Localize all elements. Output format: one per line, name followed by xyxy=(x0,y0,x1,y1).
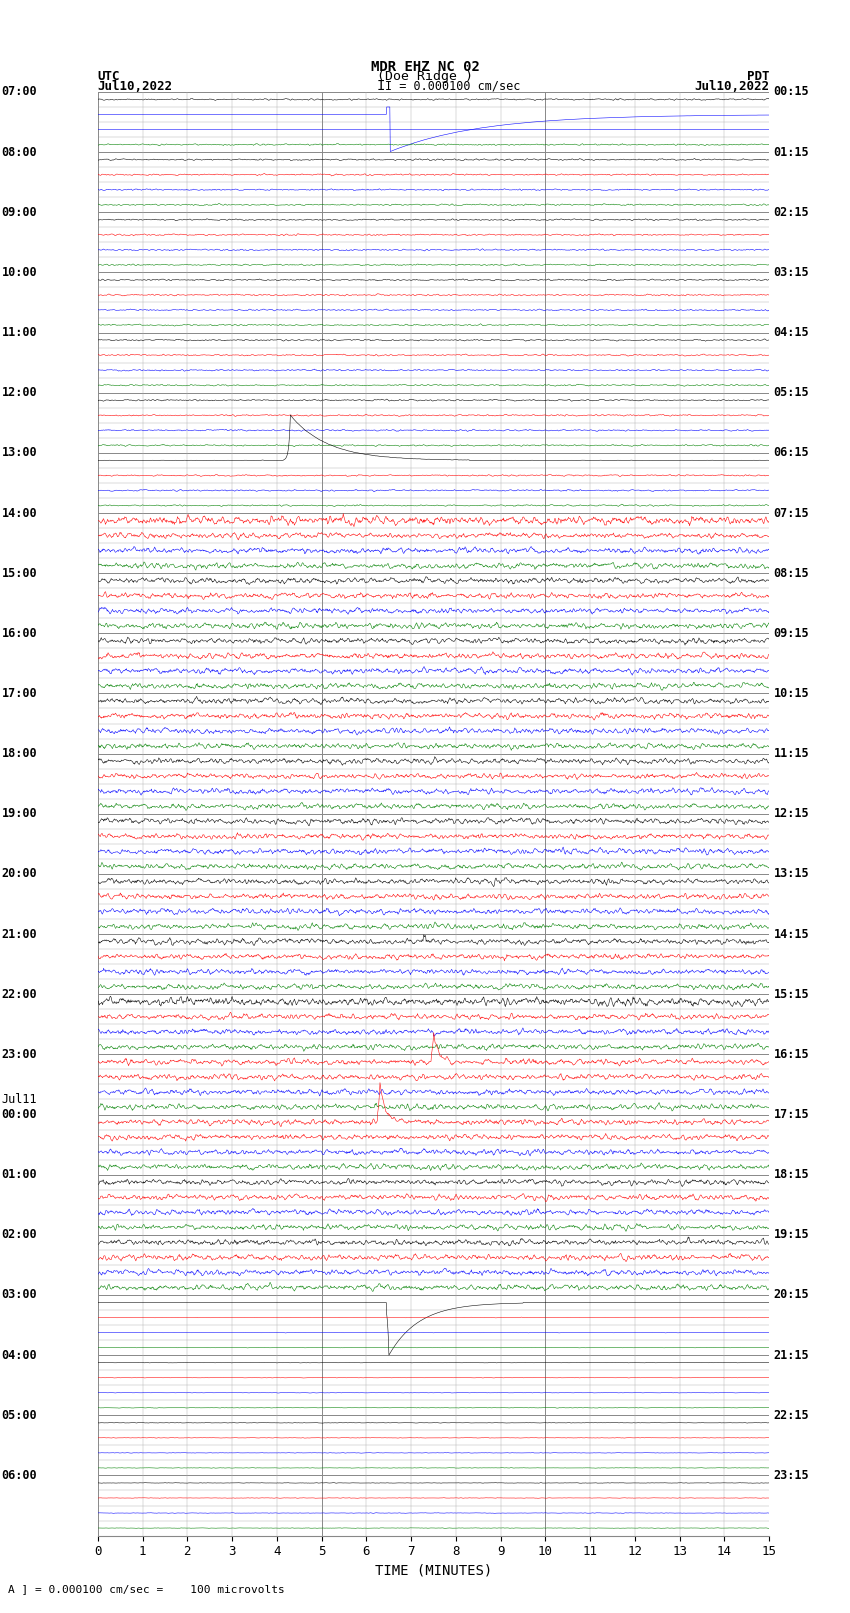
Text: 18:00: 18:00 xyxy=(2,747,37,760)
Text: 05:00: 05:00 xyxy=(2,1408,37,1421)
Text: 07:15: 07:15 xyxy=(774,506,809,519)
Text: 21:00: 21:00 xyxy=(2,927,37,940)
Text: 15:00: 15:00 xyxy=(2,566,37,579)
Text: 20:00: 20:00 xyxy=(2,868,37,881)
Text: UTC: UTC xyxy=(98,69,120,84)
Text: 04:00: 04:00 xyxy=(2,1348,37,1361)
Text: 19:15: 19:15 xyxy=(774,1229,809,1242)
Text: (Doe Ridge ): (Doe Ridge ) xyxy=(377,69,473,84)
Text: 06:15: 06:15 xyxy=(774,447,809,460)
Text: 00:15: 00:15 xyxy=(774,85,809,98)
Text: 22:00: 22:00 xyxy=(2,987,37,1000)
Text: 13:00: 13:00 xyxy=(2,447,37,460)
Text: 03:00: 03:00 xyxy=(2,1289,37,1302)
Text: 02:00: 02:00 xyxy=(2,1229,37,1242)
Text: PDT: PDT xyxy=(747,69,769,84)
Text: 06:00: 06:00 xyxy=(2,1469,37,1482)
Text: 07:00: 07:00 xyxy=(2,85,37,98)
Text: 14:00: 14:00 xyxy=(2,506,37,519)
Text: Jul10,2022: Jul10,2022 xyxy=(98,79,173,94)
Text: MDR EHZ NC 02: MDR EHZ NC 02 xyxy=(371,60,479,74)
Text: 12:00: 12:00 xyxy=(2,386,37,398)
Text: 19:00: 19:00 xyxy=(2,806,37,821)
Text: A ] = 0.000100 cm/sec =    100 microvolts: A ] = 0.000100 cm/sec = 100 microvolts xyxy=(8,1584,286,1594)
Text: I: I xyxy=(377,79,385,94)
Text: 14:15: 14:15 xyxy=(774,927,809,940)
Text: 08:00: 08:00 xyxy=(2,145,37,158)
Text: 10:00: 10:00 xyxy=(2,266,37,279)
Text: 21:15: 21:15 xyxy=(774,1348,809,1361)
Text: Jul10,2022: Jul10,2022 xyxy=(694,79,769,94)
Text: 09:00: 09:00 xyxy=(2,206,37,219)
Text: 23:00: 23:00 xyxy=(2,1048,37,1061)
Text: 11:15: 11:15 xyxy=(774,747,809,760)
Text: 12:15: 12:15 xyxy=(774,806,809,821)
Text: 10:15: 10:15 xyxy=(774,687,809,700)
Text: 17:00: 17:00 xyxy=(2,687,37,700)
Text: 05:15: 05:15 xyxy=(774,386,809,398)
Text: 20:15: 20:15 xyxy=(774,1289,809,1302)
Text: 04:15: 04:15 xyxy=(774,326,809,339)
Text: 03:15: 03:15 xyxy=(774,266,809,279)
Text: Jul11: Jul11 xyxy=(2,1094,37,1107)
Text: 15:15: 15:15 xyxy=(774,987,809,1000)
Text: 16:15: 16:15 xyxy=(774,1048,809,1061)
Text: 18:15: 18:15 xyxy=(774,1168,809,1181)
Text: 01:00: 01:00 xyxy=(2,1168,37,1181)
Text: 02:15: 02:15 xyxy=(774,206,809,219)
Text: 11:00: 11:00 xyxy=(2,326,37,339)
Text: 00:00: 00:00 xyxy=(2,1108,37,1121)
Text: 17:15: 17:15 xyxy=(774,1108,809,1121)
Text: 22:15: 22:15 xyxy=(774,1408,809,1421)
Text: 01:15: 01:15 xyxy=(774,145,809,158)
Text: 09:15: 09:15 xyxy=(774,627,809,640)
Text: 16:00: 16:00 xyxy=(2,627,37,640)
Text: 23:15: 23:15 xyxy=(774,1469,809,1482)
Text: 13:15: 13:15 xyxy=(774,868,809,881)
X-axis label: TIME (MINUTES): TIME (MINUTES) xyxy=(375,1565,492,1578)
Text: 08:15: 08:15 xyxy=(774,566,809,579)
Text: I = 0.000100 cm/sec: I = 0.000100 cm/sec xyxy=(385,79,520,94)
